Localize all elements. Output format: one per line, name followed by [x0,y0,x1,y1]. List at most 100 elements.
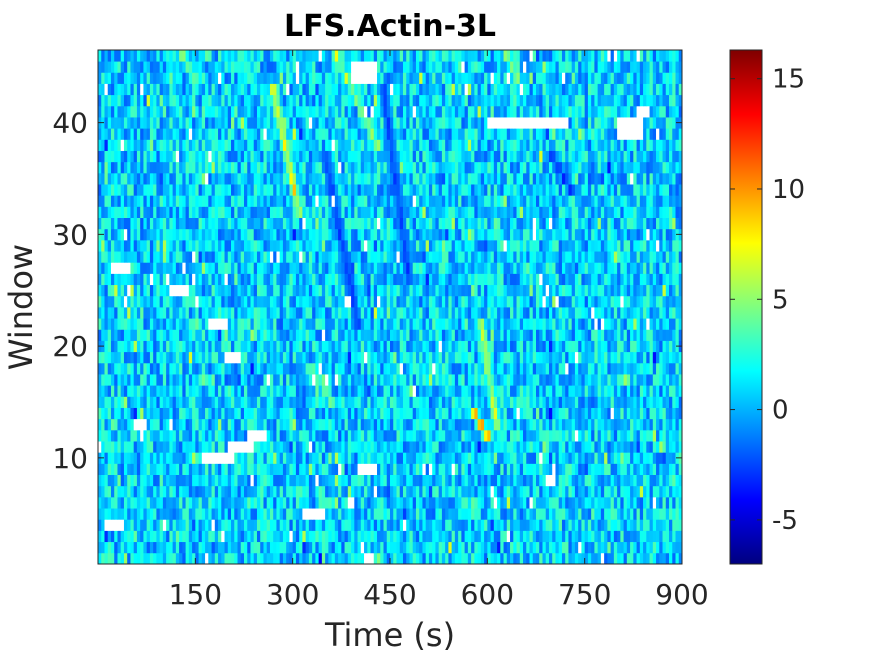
heatmap-cell [240,396,245,408]
heatmap-cell [594,496,599,509]
heatmap-cell [347,284,352,297]
heatmap-cell [448,429,453,442]
heatmap-cell [289,351,294,364]
heatmap-cell [526,318,530,330]
heatmap-cell [110,351,115,364]
heatmap-cell [312,407,316,420]
heatmap-cell [234,284,238,297]
heatmap-cell [500,351,504,364]
heatmap-cell [344,374,349,386]
heatmap-cell [120,295,125,308]
heatmap-cell [269,340,274,353]
heatmap-cell [571,463,576,475]
heatmap-cell [461,474,466,487]
heatmap-cell [578,474,582,487]
heatmap-cell [597,508,602,520]
heatmap-cell [279,541,284,554]
heatmap-cell [422,508,427,520]
heatmap-cell [497,396,501,408]
heatmap-cell [377,295,381,308]
heatmap-cell [503,519,508,531]
heatmap-cell [383,362,388,375]
heatmap-cell [377,407,381,420]
heatmap-cell [649,485,654,498]
heatmap-cell [581,351,586,364]
heatmap-cell [649,385,654,397]
heatmap-cell [114,295,118,308]
heatmap-cell [458,496,462,509]
heatmap-cell [104,307,109,319]
heatmap-cell [610,418,615,431]
heatmap-cell [406,452,410,464]
heatmap-cell [604,262,608,274]
heatmap-cell [432,262,436,274]
heatmap-cell [422,273,427,286]
heatmap-cell [678,474,683,487]
heatmap-cell [432,374,436,386]
heatmap-cell [419,284,423,297]
heatmap-cell [393,530,397,543]
heatmap-cell [656,396,660,408]
heatmap-cell [263,340,268,353]
heatmap-cell [208,407,212,420]
heatmap-cell [604,418,608,431]
heatmap-cell [166,262,170,274]
heatmap-cell [415,519,420,531]
heatmap-cell [652,429,657,442]
heatmap-cell [269,407,274,420]
heatmap-cell [201,407,206,420]
heatmap-cell [101,463,105,475]
heatmap-cell [646,295,650,308]
heatmap-cell [256,541,261,554]
heatmap-cell [175,307,180,319]
heatmap-cell [435,530,440,543]
heatmap-cell [402,262,407,274]
heatmap-cell [649,496,654,509]
heatmap-cell [425,374,430,386]
heatmap-cell [364,273,368,286]
heatmap-cell [571,541,576,554]
heatmap-cell [480,329,485,341]
heatmap-cell [360,385,365,397]
heatmap-cell [493,351,498,364]
heatmap-cell [201,340,206,353]
heatmap-cell [643,519,647,531]
heatmap-cell [633,463,637,475]
heatmap-cell [110,519,115,531]
heatmap-cell [341,508,345,520]
heatmap-cell [402,552,407,565]
heatmap-cell [399,552,404,565]
heatmap-cell [532,463,537,475]
heatmap-cell [208,429,212,442]
heatmap-cell [497,374,501,386]
heatmap-cell [487,407,491,420]
heatmap-cell [516,329,521,341]
heatmap-cell [678,307,683,319]
heatmap-cell [555,474,560,487]
heatmap-cell [364,318,368,330]
heatmap-cell [318,329,323,341]
heatmap-cell [487,441,491,453]
heatmap-cell [597,340,602,353]
heatmap-cell [123,474,128,487]
heatmap-cell [188,385,193,397]
heatmap-cell [432,474,436,487]
heatmap-cell [390,318,394,330]
heatmap-cell [565,474,569,487]
heatmap-cell [312,441,316,453]
heatmap-cell [461,251,466,263]
heatmap-cell [195,407,199,420]
heatmap-cell [646,452,650,464]
heatmap-cell [166,407,170,420]
heatmap-cell [480,496,485,509]
heatmap-cell [662,396,667,408]
heatmap-cell [224,407,229,420]
heatmap-cell [626,329,631,341]
heatmap-cell [490,262,495,274]
heatmap-cell [672,474,676,487]
heatmap-cell [146,396,151,408]
heatmap-cell [328,474,332,487]
heatmap-cell [179,541,183,554]
heatmap-cell [377,340,381,353]
heatmap-cell [325,273,329,286]
